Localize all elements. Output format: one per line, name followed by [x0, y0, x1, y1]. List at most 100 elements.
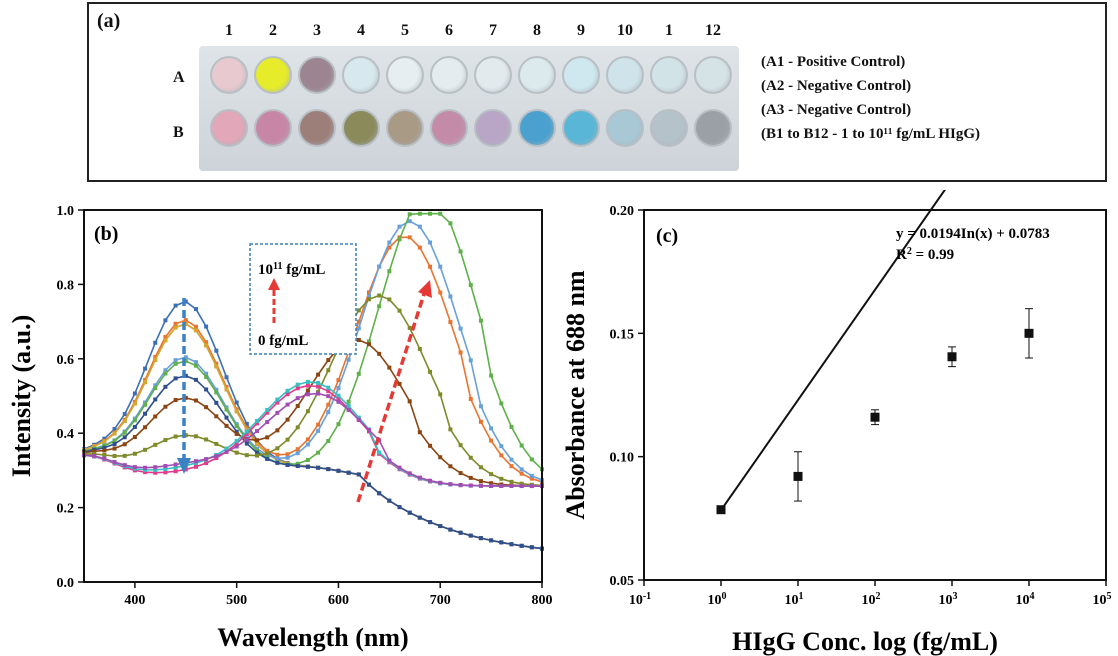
inset-arrowhead [268, 278, 280, 290]
spectrum-point [153, 465, 158, 470]
spectrum-point [428, 264, 433, 269]
spectrum-point [407, 471, 412, 476]
spectrum-point [366, 294, 371, 299]
spectrum-point [519, 443, 524, 448]
spectrum-point [326, 402, 331, 407]
spectrum-point [499, 540, 504, 545]
panel-a-frame: (a) 1 2 3 4 5 6 7 8 9 10 1 12 A B (A1 - Positive Co… [87, 2, 1107, 182]
spectrum-point [295, 386, 300, 391]
spectrum-point [193, 434, 198, 439]
column-label-7: 7 [489, 22, 497, 39]
well-a3 [298, 56, 336, 94]
column-label-6: 6 [445, 22, 453, 39]
spectrum-point [326, 368, 331, 373]
spectrum-point [204, 387, 209, 392]
spectrum-point [489, 483, 494, 488]
spectrum-point [336, 399, 341, 404]
x-tick-label-c: 103 [939, 591, 958, 609]
spectrum-point [499, 483, 504, 488]
legend-line-b: (B1 to B12 - 1 to 10¹¹ fg/mL HIgG) [761, 126, 980, 142]
spectrum-point [336, 422, 341, 427]
spectrum-point [163, 338, 168, 343]
spectrum-point [265, 451, 270, 456]
spectrum-point [377, 304, 382, 309]
spectrum-point [132, 451, 137, 456]
column-label-10: 10 [617, 22, 633, 39]
spectrum-point [458, 443, 463, 448]
spectrum-point [224, 387, 229, 392]
spectrum-point [499, 453, 504, 458]
spectrum-point [193, 363, 198, 368]
spectrum-point [275, 452, 280, 457]
spectrum-point [112, 454, 117, 459]
y-tick-label-c: 0.20 [610, 204, 635, 219]
y-axis-label-c: Absorbance at 688 nm [561, 270, 590, 520]
plot-frame-b [83, 209, 543, 583]
well-a12 [694, 56, 732, 94]
inset-box [249, 243, 357, 355]
spectrum-point [428, 443, 433, 448]
spectrum-point [143, 411, 148, 416]
legend-line-a2: (A2 - Negative Control) [761, 78, 912, 94]
spectrum-point [255, 429, 260, 434]
spectrum-point [305, 442, 310, 447]
spectrum-point [112, 427, 117, 432]
spectrum-point [519, 481, 524, 486]
well-a6 [430, 56, 468, 94]
spectrum-point [305, 392, 310, 397]
spectrum-point [153, 383, 158, 388]
spectrum-point [173, 358, 178, 363]
well-a10 [606, 56, 644, 94]
spectrum-point [428, 520, 433, 525]
spectrum-point [366, 482, 371, 487]
x-tick-label-c: 10-1 [629, 591, 651, 609]
spectrum-point [92, 449, 97, 454]
spectrum-point [132, 435, 137, 440]
spectrum-point [529, 457, 534, 462]
spectrum-point [275, 446, 280, 451]
spectrum-point [519, 467, 524, 472]
fit-line [720, 190, 946, 511]
y-tick-label-b: 1.0 [57, 204, 75, 219]
spectrum-point [224, 407, 229, 412]
spectrum-point [143, 447, 148, 452]
spectrum-point [163, 371, 168, 376]
spectrum-point [234, 423, 239, 428]
well-b7 [474, 109, 512, 147]
spectrum-point [305, 464, 310, 469]
spectrum-point [214, 387, 219, 392]
spectrum-point [214, 364, 219, 369]
spectrum-point [183, 395, 188, 400]
spectrum-point [295, 451, 300, 456]
spectrum-point [448, 320, 453, 325]
red-shift-arrow [356, 293, 426, 503]
spectrum-point [397, 224, 402, 229]
spectrum-point [275, 456, 280, 461]
y-tick-label-b: 0.0 [57, 576, 75, 591]
spectrum-point [316, 428, 321, 433]
spectrum-point [285, 402, 290, 407]
well-a8 [518, 56, 556, 94]
spectrum-point [173, 398, 178, 403]
spectrum-point [193, 377, 198, 382]
spectrum-point [305, 437, 310, 442]
spectrum-point [489, 438, 494, 443]
spectrum-point [224, 375, 229, 380]
spectrum-point [407, 235, 412, 240]
spectrum-point [428, 478, 433, 483]
spectrum-point [193, 398, 198, 403]
spectrum-point [265, 419, 270, 424]
spectrum-point [356, 417, 361, 422]
spectrum-point [214, 400, 219, 405]
spectrum-point [244, 437, 249, 442]
spectrum-point [468, 533, 473, 538]
spectrum-point [234, 409, 239, 414]
spectrum-point [305, 379, 310, 384]
spectrum-point [509, 483, 514, 488]
spectrum-point [255, 448, 260, 453]
x-tick-label-c: 101 [785, 591, 804, 609]
x-tick-label-c: 105 [1093, 591, 1112, 609]
well-b1 [210, 109, 248, 147]
spectrum-point [428, 369, 433, 374]
spectrum-point [407, 219, 412, 224]
